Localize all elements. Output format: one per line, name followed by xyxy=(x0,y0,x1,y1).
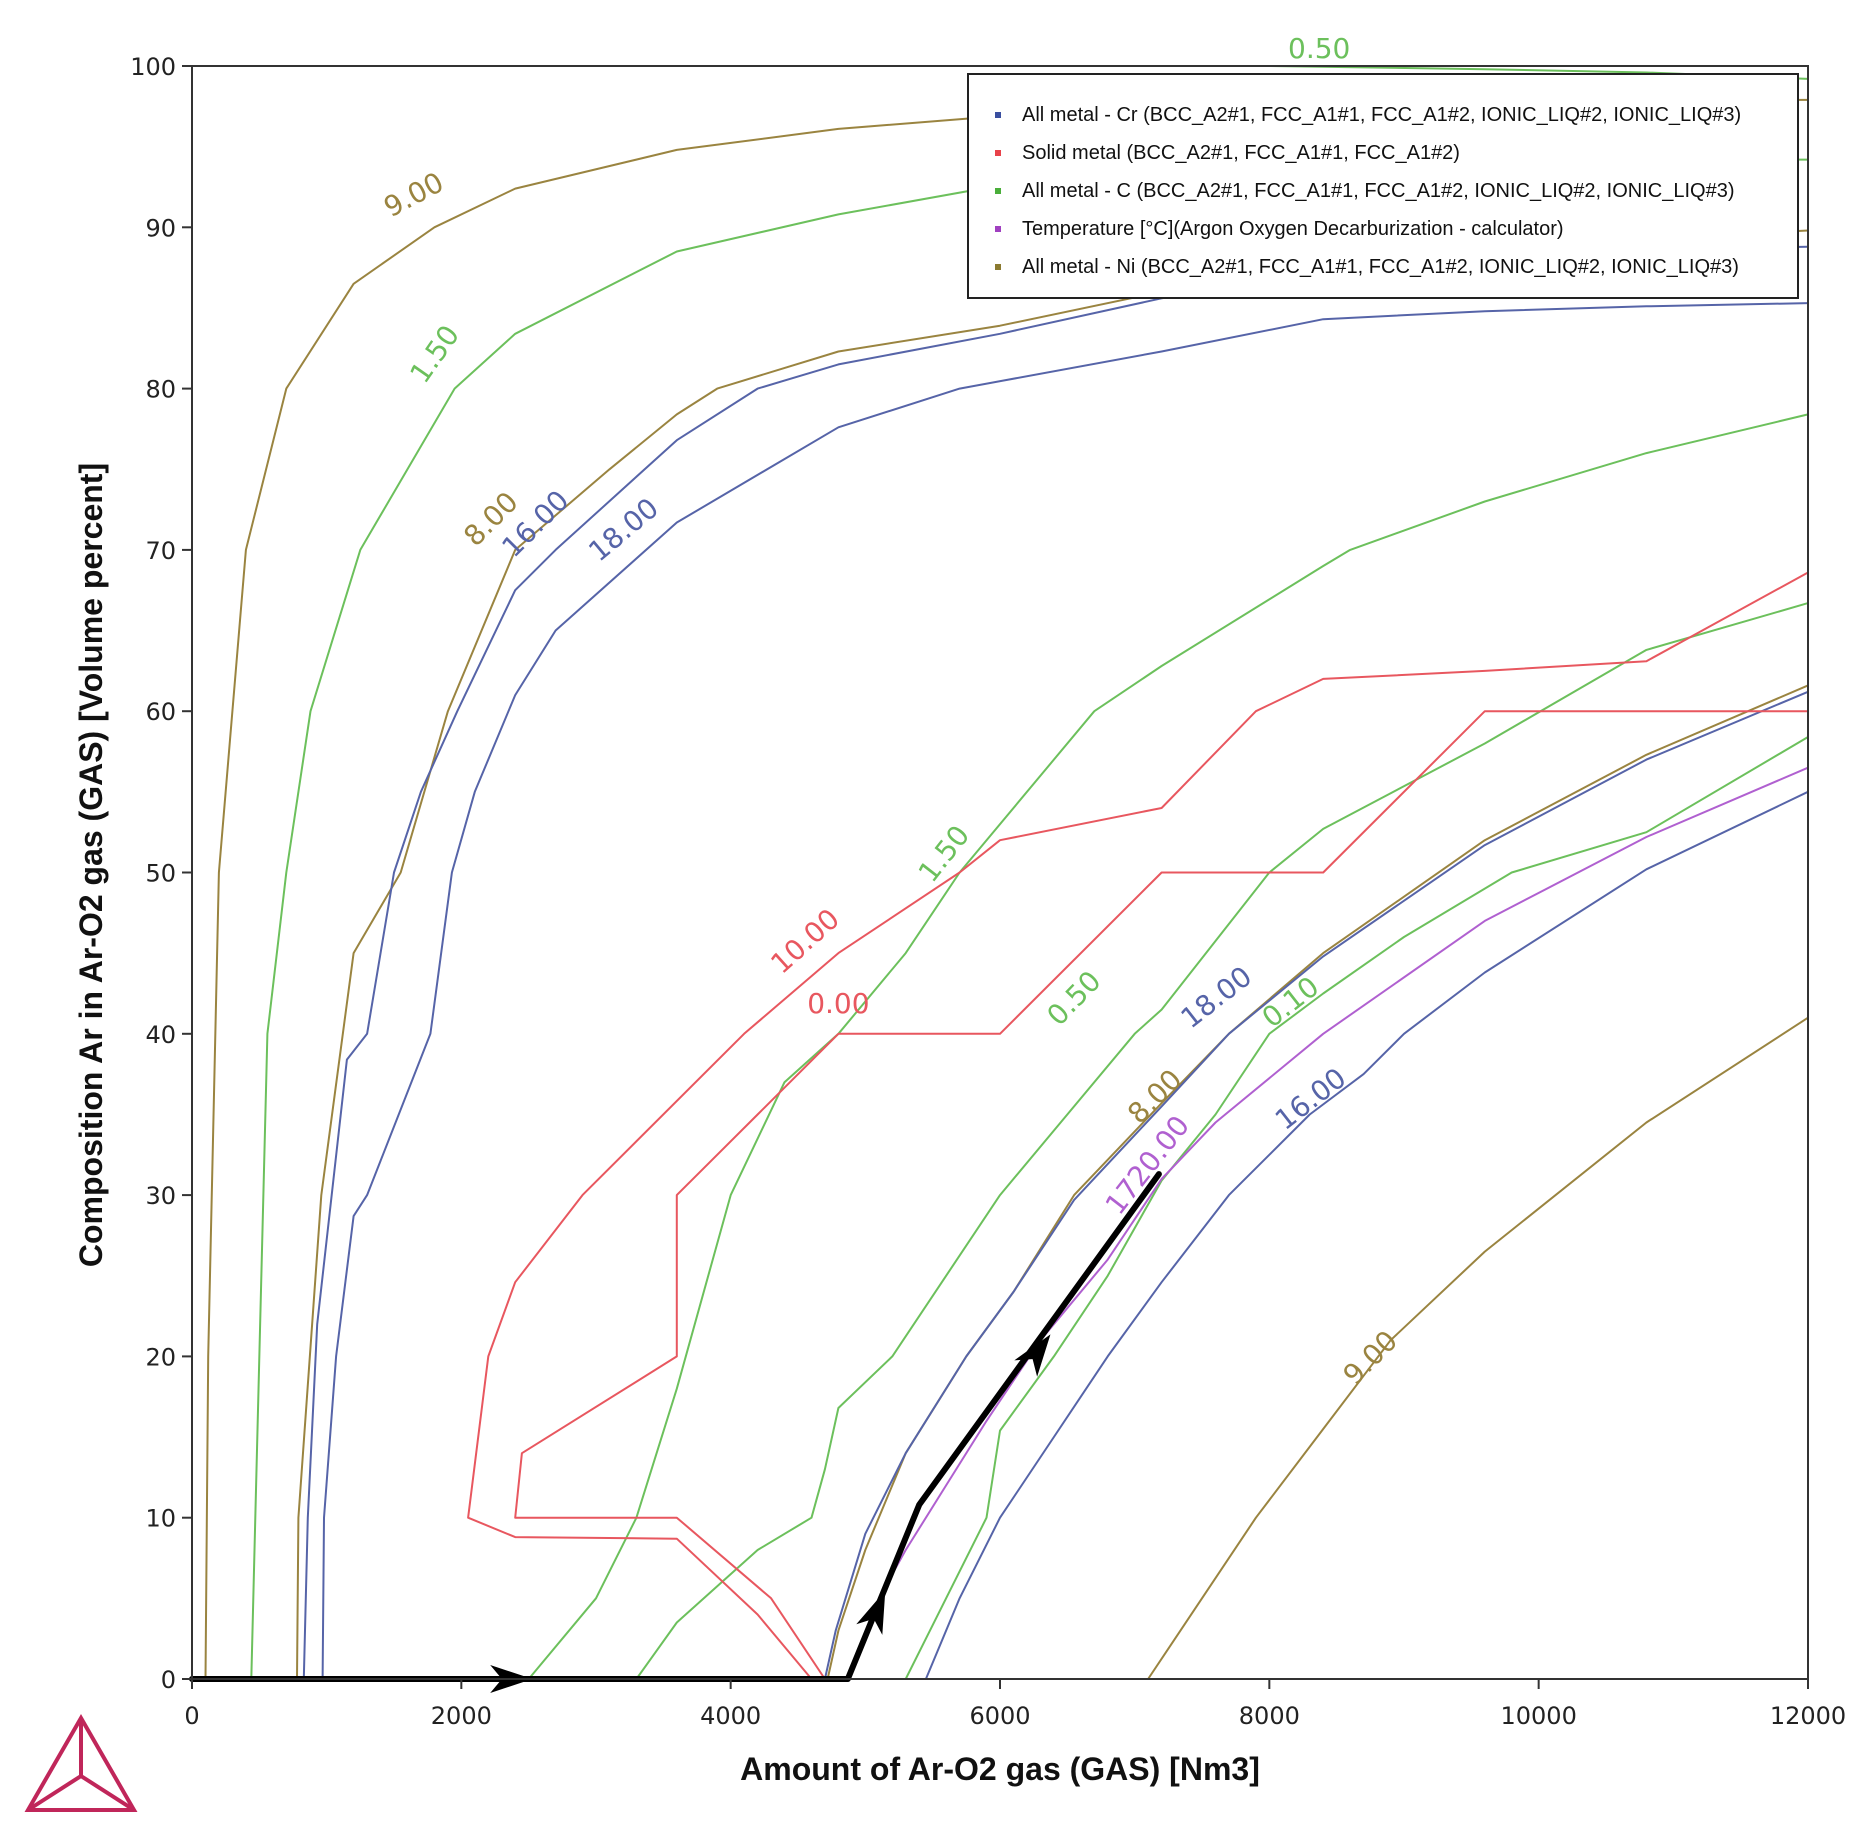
contour-label-solid: 0.00 xyxy=(807,987,869,1020)
series-line-ni-3 xyxy=(826,684,1809,1680)
legend-entry-solid: Solid metal (BCC_A2#1, FCC_A1#1, FCC_A1#… xyxy=(1022,142,1460,164)
series-line-solid-15 xyxy=(467,571,1809,1680)
series-line-cr-6 xyxy=(823,690,1809,1680)
legend: All metal - Cr (BCC_A2#1, FCC_A1#1, FCC_… xyxy=(967,73,1799,299)
series-line-cr-5 xyxy=(321,302,1809,1680)
y-tick-label: 80 xyxy=(145,376,176,404)
y-axis-title: Composition Ar in Ar-O2 gas (GAS) [Volum… xyxy=(73,463,109,1267)
y-tick-label: 60 xyxy=(145,698,176,726)
y-tick-label: 30 xyxy=(145,1182,176,1210)
series-line-solid-14 xyxy=(514,710,1808,1680)
series-line-c-10 xyxy=(527,413,1809,1680)
x-tick-label: 6000 xyxy=(969,1702,1030,1730)
series-layer xyxy=(204,65,1809,1680)
x-tick-label: 12000 xyxy=(1770,1702,1846,1730)
y-tick-label: 100 xyxy=(130,53,176,81)
x-tick-label: 2000 xyxy=(431,1702,492,1730)
y-tick-label: 70 xyxy=(145,537,176,565)
y-tick-label: 10 xyxy=(145,1505,176,1533)
legend-marker-ni xyxy=(995,264,1001,270)
series-line-ni-1 xyxy=(1147,1016,1809,1680)
y-tick-label: 20 xyxy=(145,1343,176,1371)
y-tick-label: 50 xyxy=(145,860,176,888)
legend-entry-cr: All metal - Cr (BCC_A2#1, FCC_A1#1, FCC_… xyxy=(1022,104,1741,126)
legend-box xyxy=(967,73,1799,299)
legend-marker-solid xyxy=(995,150,1001,156)
legend-entry-ni: All metal - Ni (BCC_A2#1, FCC_A1#1, FCC_… xyxy=(1022,256,1739,278)
legend-marker-temp xyxy=(995,226,1001,232)
legend-entry-c: All metal - C (BCC_A2#1, FCC_A1#1, FCC_A… xyxy=(1022,180,1735,202)
series-line-temp-13 xyxy=(877,766,1809,1599)
path-arrow-icon xyxy=(856,1590,886,1635)
y-tick-label: 0 xyxy=(161,1666,176,1694)
x-tick-label: 0 xyxy=(184,1702,199,1730)
logo-icon xyxy=(24,1713,138,1812)
legend-marker-cr xyxy=(995,112,1001,118)
series-line-c-12 xyxy=(904,736,1809,1680)
series-line-c-11 xyxy=(635,602,1809,1680)
contour-label-c: 0.50 xyxy=(1288,32,1350,65)
legend-entry-temp: Temperature [°C](Argon Oxygen Decarburiz… xyxy=(1022,218,1564,240)
y-tick-label: 40 xyxy=(145,1021,176,1049)
x-tick-label: 8000 xyxy=(1239,1702,1300,1730)
x-axis-title: Amount of Ar-O2 gas (GAS) [Nm3] xyxy=(740,1751,1260,1787)
x-tick-label: 4000 xyxy=(700,1702,761,1730)
axes-layer: 0 2000 4000 6000 8000 10000 12000 0 10 20 30 40 50 60… xyxy=(130,53,1846,1730)
y-tick-label: 90 xyxy=(145,214,176,242)
series-line-cr-7 xyxy=(924,790,1809,1680)
path-arrow-icon xyxy=(1014,1334,1051,1377)
legend-marker-c xyxy=(995,188,1001,194)
x-tick-label: 10000 xyxy=(1500,1702,1576,1730)
